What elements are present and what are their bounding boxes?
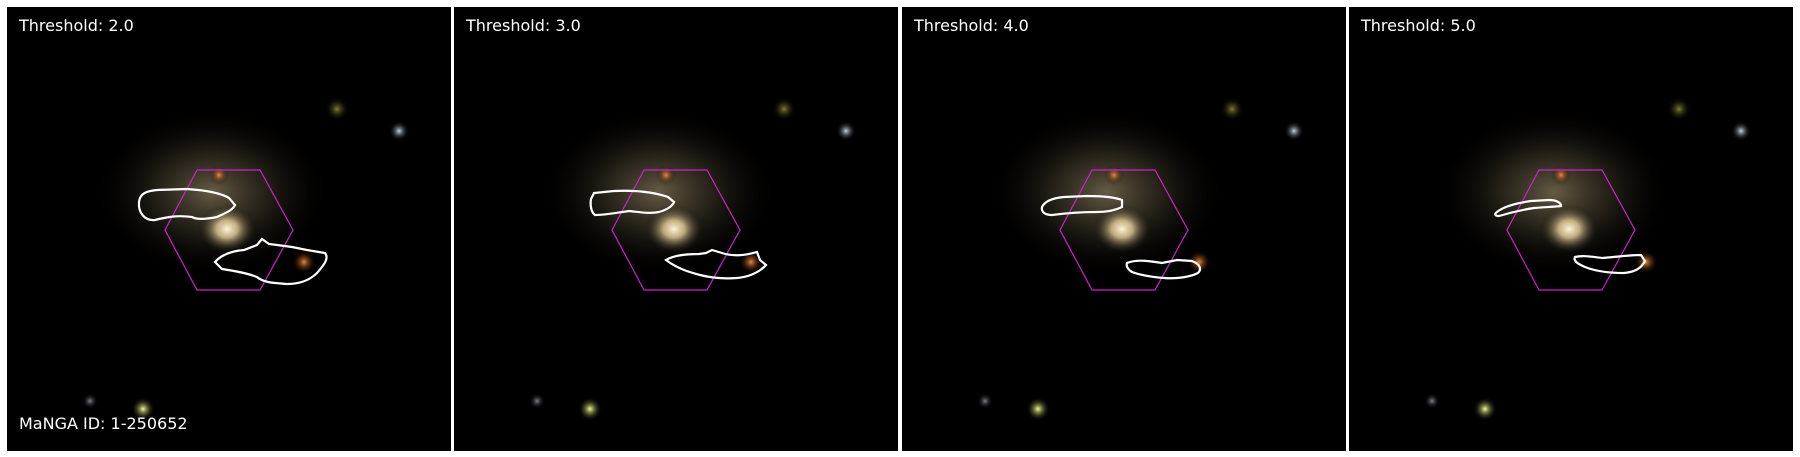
contour-line	[137, 187, 237, 222]
threshold-label: Threshold: 4.0	[914, 16, 1029, 35]
contour-line	[1040, 194, 1124, 217]
galaxy-image	[454, 7, 898, 451]
galaxy-image	[7, 7, 451, 451]
image-panel-threshold-2: Threshold: 2.0 MaNGA ID: 1-250652	[7, 7, 451, 451]
image-panel-threshold-3: Threshold: 3.0	[454, 7, 898, 451]
contour-line	[589, 189, 676, 217]
image-panel-threshold-5: Threshold: 5.0	[1349, 7, 1793, 451]
galaxy-image	[1349, 7, 1793, 451]
contour-line	[1494, 198, 1563, 218]
threshold-label: Threshold: 2.0	[19, 16, 134, 35]
manga-id-label: MaNGA ID: 1-250652	[19, 414, 188, 433]
contour-line	[664, 248, 768, 280]
ifu-hexagon	[164, 169, 294, 291]
ifu-hexagon	[1506, 169, 1636, 291]
ifu-hexagon	[611, 169, 741, 291]
ifu-hexagon	[1059, 169, 1189, 291]
threshold-label: Threshold: 5.0	[1361, 16, 1476, 35]
threshold-label: Threshold: 3.0	[466, 16, 581, 35]
contour-line	[213, 237, 328, 286]
contour-line	[1125, 258, 1202, 280]
galaxy-image	[902, 7, 1346, 451]
image-panel-threshold-4: Threshold: 4.0	[902, 7, 1346, 451]
contour-line	[1573, 253, 1647, 275]
